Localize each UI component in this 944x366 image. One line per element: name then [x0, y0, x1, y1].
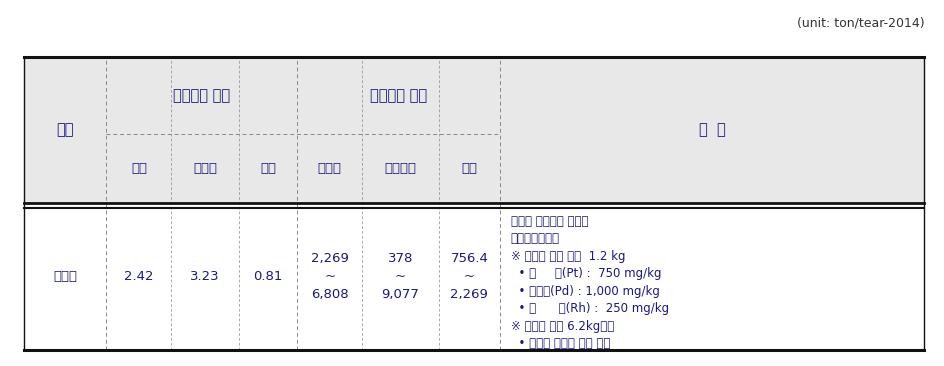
Bar: [171, 134, 239, 203]
Text: 2.42: 2.42: [124, 270, 154, 283]
Bar: [362, 134, 438, 203]
Text: (unit: ton/tear-2014): (unit: ton/tear-2014): [796, 16, 923, 30]
Text: 756.4
~
2,269: 756.4 ~ 2,269: [450, 252, 488, 301]
Text: 로듐: 로듐: [260, 162, 276, 175]
Text: 378
~
9,077: 378 ~ 9,077: [381, 252, 419, 301]
Text: 자동차 폐촉매에 함유된
백금족금속농도
※ 세라믹 담체 무게  1.2 kg
  • 백     금(Pt) :  750 mg/kg
  • 팔라듐(Pd: 자동차 폐촉매에 함유된 백금족금속농도 ※ 세라믹 담체 무게 1.2 kg …: [510, 215, 668, 350]
Text: 0.81: 0.81: [253, 270, 282, 283]
Text: 바나듐: 바나듐: [317, 162, 342, 175]
Bar: [438, 203, 499, 350]
Text: 몰리브덴: 몰리브덴: [384, 162, 416, 175]
Bar: [171, 203, 239, 350]
Bar: [297, 203, 362, 350]
Text: 팔라듐: 팔라듐: [193, 162, 217, 175]
Bar: [24, 57, 107, 203]
Text: 비  고: 비 고: [698, 123, 725, 137]
Text: 2,269
~
6,808: 2,269 ~ 6,808: [311, 252, 348, 301]
Text: 석유화학 촉매: 석유화학 촉매: [370, 88, 427, 103]
Bar: [239, 134, 297, 203]
Bar: [239, 203, 297, 350]
Bar: [438, 134, 499, 203]
Bar: [297, 57, 499, 134]
Text: 3.23: 3.23: [190, 270, 220, 283]
Bar: [107, 203, 171, 350]
Text: 구분: 구분: [57, 123, 74, 137]
Text: 백금: 백금: [131, 162, 146, 175]
Bar: [362, 203, 438, 350]
Bar: [107, 134, 171, 203]
Bar: [499, 57, 923, 203]
Text: 회수량: 회수량: [53, 270, 77, 283]
Bar: [107, 57, 297, 134]
Text: 니켈: 니켈: [461, 162, 477, 175]
Bar: [499, 203, 923, 350]
Text: 자동차용 촉매: 자동차용 촉매: [173, 88, 230, 103]
Bar: [297, 134, 362, 203]
Bar: [24, 203, 107, 350]
